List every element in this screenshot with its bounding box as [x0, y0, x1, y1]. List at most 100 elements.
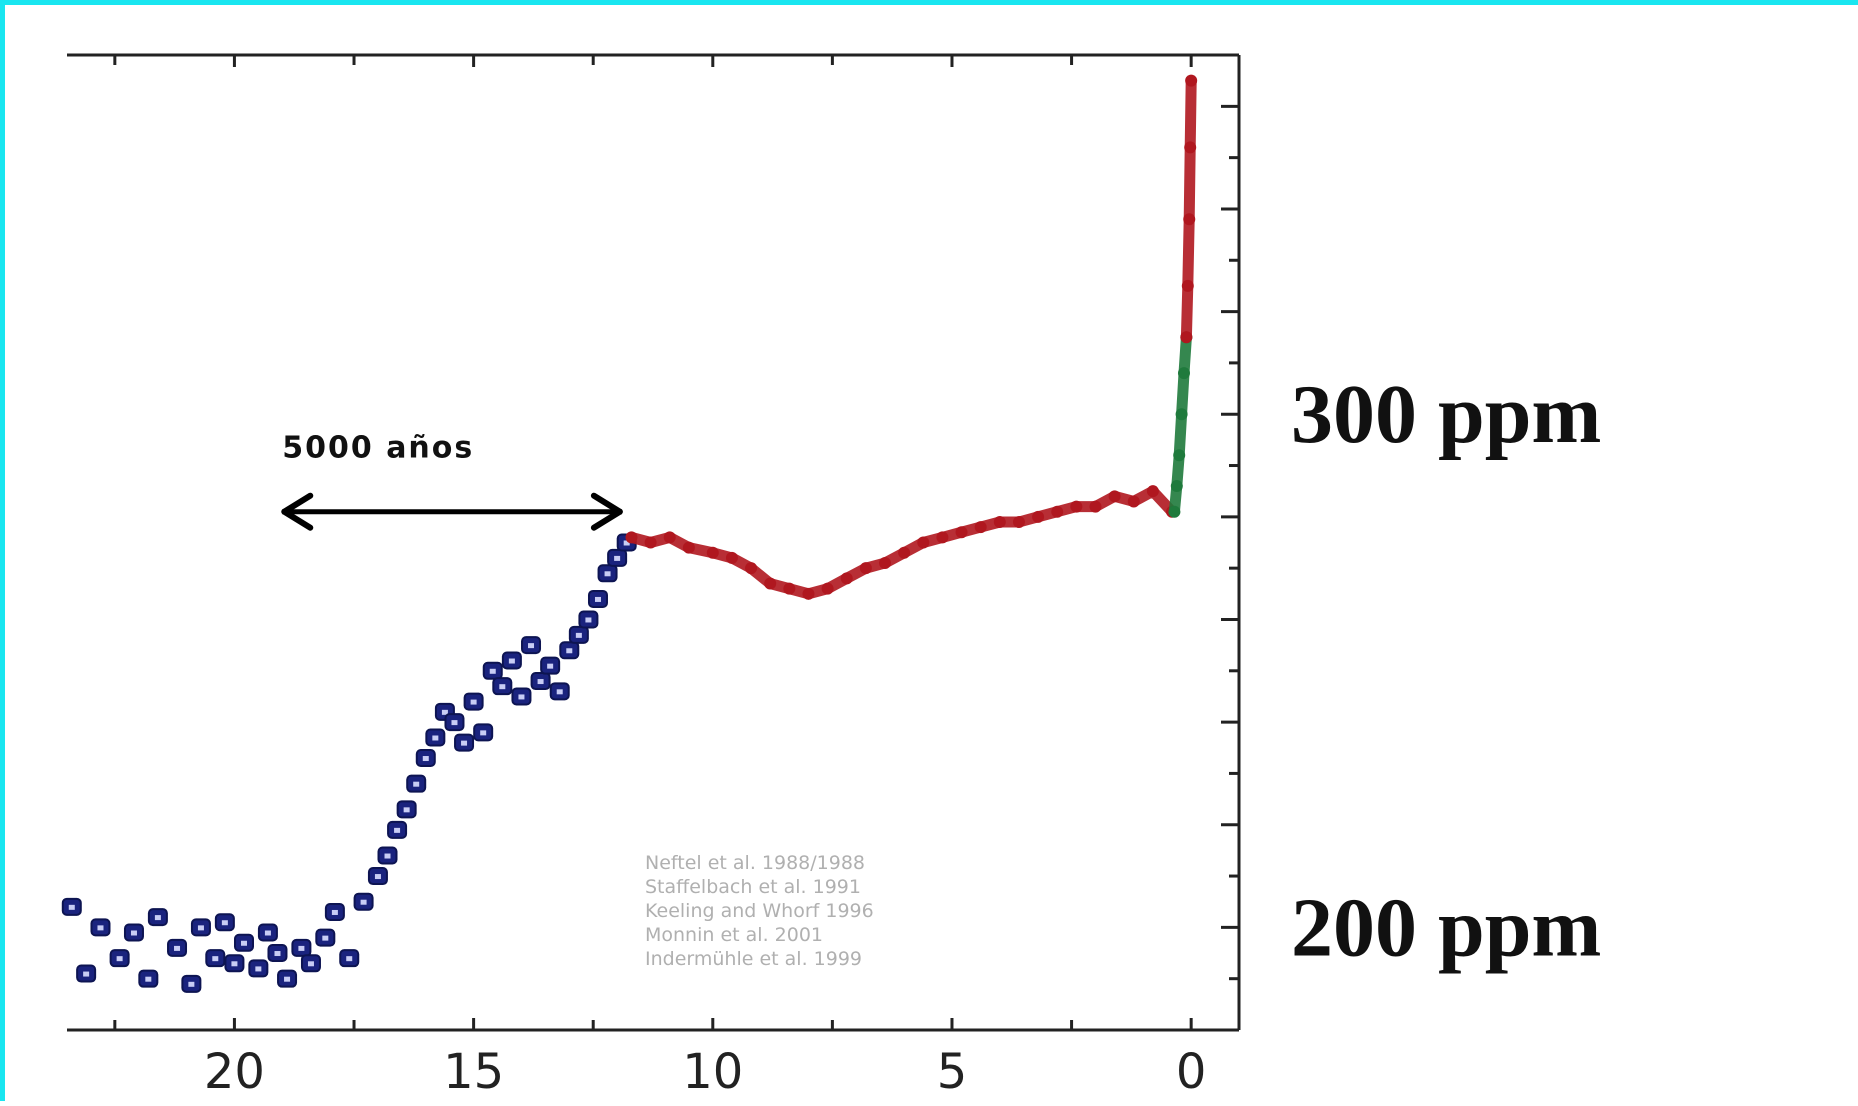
data-point-highlight: [604, 571, 611, 577]
data-point-highlight: [307, 961, 314, 967]
data-point-highlight: [322, 935, 329, 941]
data-point-highlight: [212, 956, 219, 962]
data-point-highlight: [360, 899, 367, 905]
data-point-highlight: [97, 925, 104, 931]
data-point-highlight: [264, 930, 271, 936]
series-line: [1180, 75, 1197, 343]
line-point: [1032, 510, 1045, 523]
line-point: [1012, 515, 1025, 528]
line-point: [1051, 505, 1064, 518]
data-point-highlight: [441, 709, 448, 715]
data-point-highlight: [197, 925, 204, 931]
line-point: [802, 587, 815, 600]
line-point: [879, 557, 892, 570]
data-point-highlight: [130, 930, 137, 936]
line-point: [1185, 74, 1198, 87]
line-point: [974, 521, 987, 534]
line-point: [840, 572, 853, 585]
data-point-highlight: [508, 658, 515, 664]
data-point-highlight: [547, 663, 554, 669]
data-point-highlight: [116, 956, 123, 962]
data-point-highlight: [331, 909, 338, 915]
data-point-highlight: [83, 971, 90, 977]
line-point: [1173, 449, 1186, 462]
line-point: [936, 531, 949, 544]
line-point: [1070, 500, 1083, 513]
line-point: [1181, 279, 1194, 292]
y-value-labels: 300 ppm 200 ppm: [1291, 368, 1601, 974]
data-point-highlight: [594, 596, 601, 602]
data-point-highlight: [480, 730, 487, 736]
line-point: [1175, 408, 1188, 421]
line-point: [993, 515, 1006, 528]
span-label: 5000 años: [282, 431, 474, 466]
span-arrow-left-head: [281, 492, 314, 531]
co2-chart: 20 15 10 5 0 5000 años Neftel et al. 1988/19…: [61, 53, 1601, 1100]
data-point-highlight: [518, 694, 525, 700]
line-point: [1177, 367, 1190, 380]
data-point-highlight: [188, 981, 195, 987]
data-point-highlight: [403, 807, 410, 813]
data-point-highlight: [528, 643, 535, 649]
data-point-highlight: [614, 555, 621, 561]
data-point-highlight: [575, 632, 582, 638]
y-value-label: 300 ppm: [1291, 368, 1601, 461]
data-point-highlight: [422, 756, 429, 762]
data-point-highlight: [451, 720, 458, 726]
data-point-highlight: [470, 699, 477, 705]
data-point-highlight: [489, 668, 496, 674]
data-point-highlight: [566, 648, 573, 654]
data-point-highlight: [284, 976, 291, 982]
data-point-highlight: [231, 961, 238, 967]
line-point: [1180, 331, 1193, 344]
data-point-highlight: [537, 679, 544, 685]
data-point-highlight: [384, 853, 391, 859]
line-point: [663, 531, 676, 544]
legend-entry: Neftel et al. 1988/1988: [645, 852, 865, 874]
line-point: [1108, 490, 1121, 503]
data-point-highlight: [374, 874, 381, 880]
legend-entry: Indermühle et al. 1999: [645, 948, 862, 970]
line-point: [898, 546, 911, 559]
data-point-highlight: [240, 940, 247, 946]
data-point-highlight: [174, 945, 181, 951]
x-tick-label: 5: [937, 1044, 968, 1100]
line-point: [955, 526, 968, 539]
legend-entry: Staffelbach et al. 1991: [645, 876, 861, 898]
line-point: [1184, 141, 1197, 154]
x-tick-label: 10: [682, 1044, 743, 1100]
x-tick-label: 20: [204, 1044, 265, 1100]
data-point-highlight: [585, 617, 592, 623]
line-point: [1168, 505, 1181, 518]
line-point: [1146, 485, 1159, 498]
line-point: [644, 536, 657, 549]
data-point-highlight: [394, 827, 401, 833]
data-point-highlight: [68, 904, 75, 910]
line-point: [1127, 495, 1140, 508]
x-tick-label: 15: [443, 1044, 504, 1100]
line-point: [1170, 480, 1183, 493]
data-point-highlight: [432, 735, 439, 741]
span-arrow-right-head: [590, 492, 623, 531]
line-point: [625, 531, 638, 544]
line-point: [725, 551, 738, 564]
data-point-highlight: [556, 689, 563, 695]
data-point-highlight: [461, 740, 468, 746]
line-point: [1183, 213, 1196, 226]
data-point-highlight: [346, 956, 353, 962]
line-point: [917, 536, 930, 549]
data-point-highlight: [145, 976, 152, 982]
data-point-highlight: [413, 781, 420, 787]
data-point-highlight: [154, 915, 161, 921]
line-point: [682, 541, 695, 554]
axes: 20 15 10 5 0: [67, 53, 1241, 1100]
line-point: [821, 582, 834, 595]
legend-entry: Keeling and Whorf 1996: [645, 900, 874, 922]
line-point: [764, 577, 777, 590]
data-point-highlight: [499, 684, 506, 690]
data-point-highlight: [221, 920, 228, 926]
annotation: 5000 años: [281, 431, 623, 531]
data-point-highlight: [274, 951, 281, 957]
